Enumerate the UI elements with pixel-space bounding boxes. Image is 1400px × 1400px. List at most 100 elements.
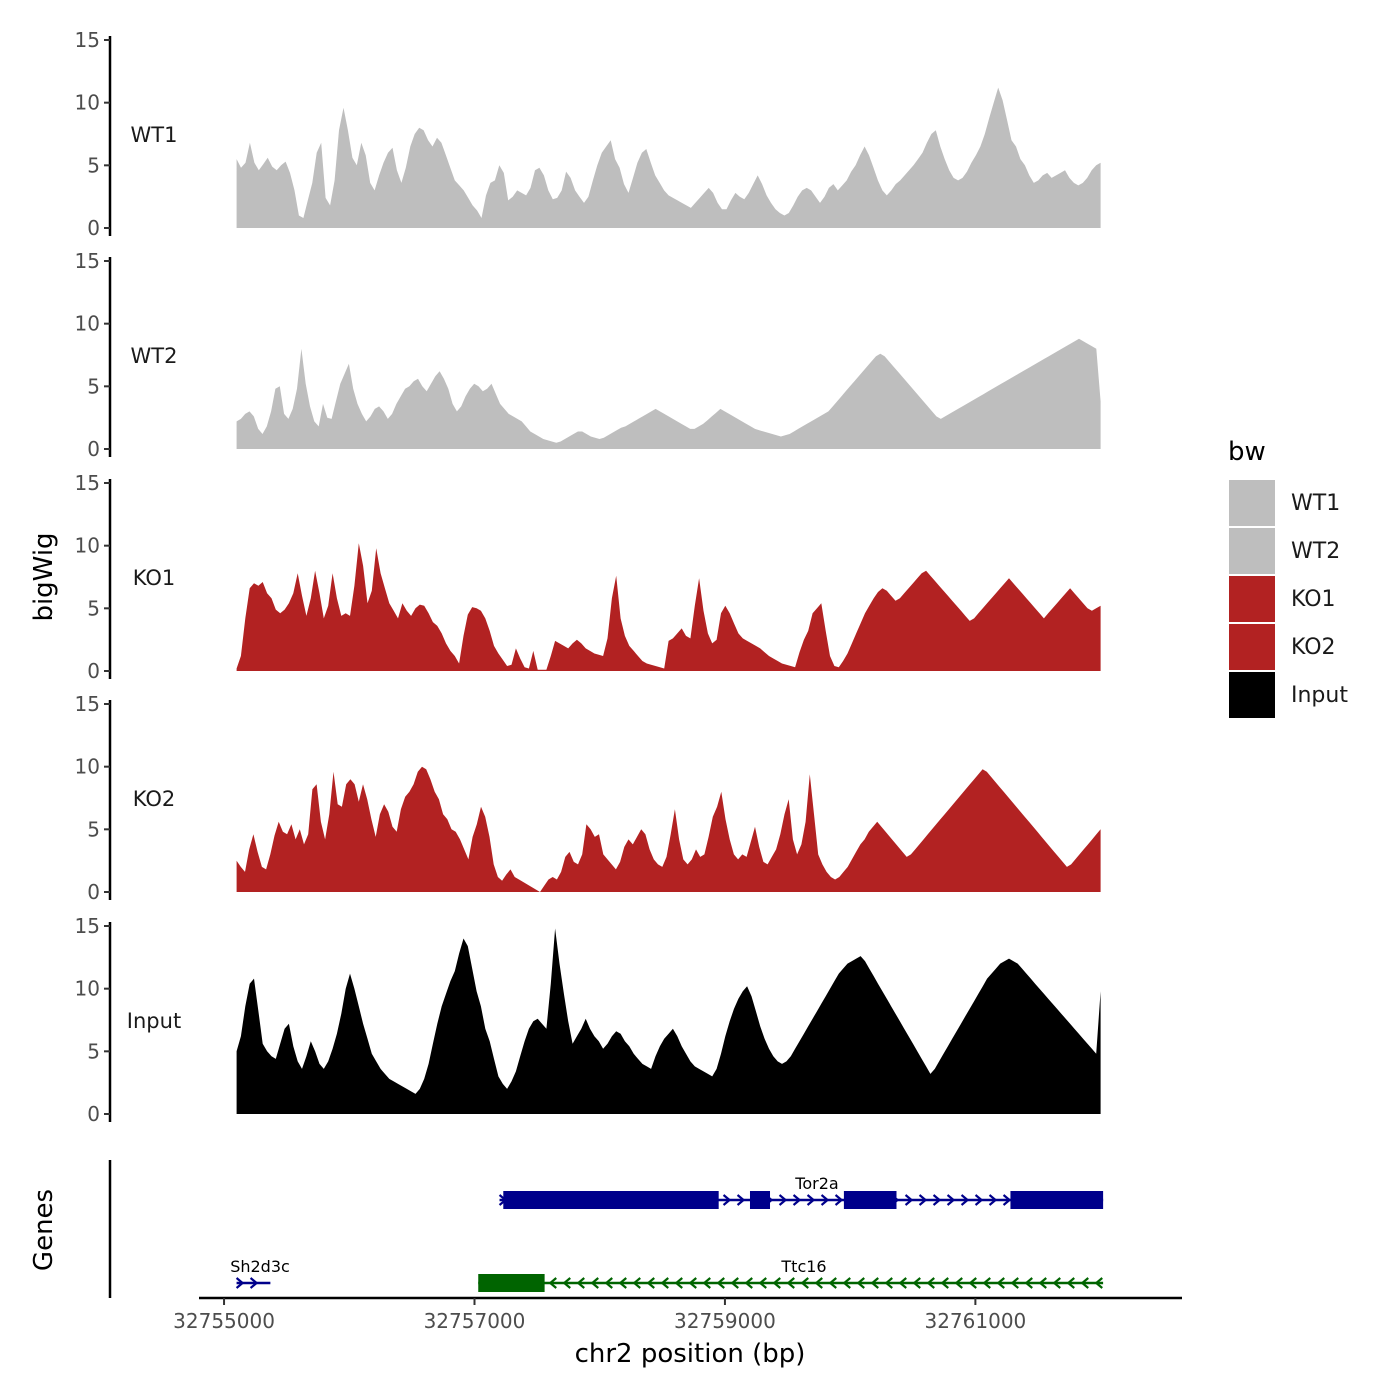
track-label-ko1: KO1 <box>133 566 176 590</box>
y-tick-label: 0 <box>87 880 100 904</box>
x-axis-title: chr2 position (bp) <box>575 1339 806 1369</box>
strand-chevron <box>604 1277 613 1289</box>
y-tick-label: 0 <box>87 1102 100 1126</box>
strand-chevron <box>1052 1277 1061 1289</box>
strand-chevron <box>1010 1277 1019 1289</box>
gene-label-tor2a: Tor2a <box>794 1174 838 1193</box>
y-tick-label: 5 <box>87 374 100 398</box>
legend-label-ko2: KO2 <box>1291 635 1336 660</box>
strand-chevron <box>1024 1277 1033 1289</box>
strand-chevron <box>660 1277 669 1289</box>
exon <box>503 1191 719 1209</box>
strand-chevron <box>988 1194 998 1206</box>
y-tick-label: 10 <box>75 312 100 336</box>
strand-chevron <box>932 1194 942 1206</box>
strand-chevron <box>820 1194 830 1206</box>
bigwig-tracks: 0 5 10 15 0 5 10 15 0 5 10 15 0 5 10 15 0 5 10 15 <box>75 28 1101 1126</box>
y-tick-label: 5 <box>87 596 100 620</box>
y-tick-label: 0 <box>87 216 100 240</box>
strand-chevron <box>744 1277 753 1289</box>
y-axis-title: bigWig <box>29 532 59 621</box>
strand-chevron <box>674 1277 683 1289</box>
strand-chevron <box>632 1277 641 1289</box>
track-label-input: Input <box>127 1009 181 1033</box>
strand-chevron <box>918 1194 928 1206</box>
legend-label-input: Input <box>1291 683 1348 708</box>
strand-chevron <box>1038 1277 1047 1289</box>
strand-chevron <box>1080 1277 1089 1289</box>
track-wt1: 0 5 10 15 <box>75 28 1101 240</box>
track-label-wt2: WT2 <box>131 344 178 368</box>
strand-chevron <box>842 1277 851 1289</box>
strand-chevron <box>548 1277 557 1289</box>
strand-chevron <box>688 1277 697 1289</box>
legend-label-wt1: WT1 <box>1291 491 1340 516</box>
x-tick-label: 32755000 <box>173 1309 275 1333</box>
strand-chevron <box>954 1277 963 1289</box>
gene-ttc16: Ttc16 <box>478 1257 1104 1292</box>
strand-chevron <box>730 1277 739 1289</box>
track-ko2: 0 5 10 15 <box>75 692 1101 904</box>
strand-chevron <box>960 1194 970 1206</box>
track-input: 0 5 10 15 <box>75 914 1101 1126</box>
gene-panel: Tor2a Sh2d3c Ttc16 <box>108 1160 1104 1298</box>
y-tick-label: 0 <box>87 659 100 683</box>
gene-label-sh2d3c: Sh2d3c <box>230 1257 290 1276</box>
y-tick-label: 5 <box>87 1039 100 1063</box>
area-ko1 <box>236 543 1101 671</box>
strand-chevron <box>778 1194 788 1206</box>
strand-chevron <box>974 1194 984 1206</box>
area-input <box>236 928 1101 1114</box>
strand-chevron <box>722 1194 732 1206</box>
strand-chevron <box>834 1194 844 1206</box>
y-tick-label: 15 <box>75 914 100 938</box>
strand-chevron <box>562 1277 571 1289</box>
strand-chevron <box>702 1277 711 1289</box>
strand-chevron <box>618 1277 627 1289</box>
legend-label-wt2: WT2 <box>1291 539 1340 564</box>
strand-chevron <box>1094 1277 1103 1289</box>
y-tick-label: 10 <box>75 755 100 779</box>
gene-tor2a: Tor2a <box>498 1174 1104 1209</box>
y-tick-label: 15 <box>75 692 100 716</box>
strand-chevron <box>590 1277 599 1289</box>
strand-chevron <box>576 1277 585 1289</box>
strand-chevron <box>912 1277 921 1289</box>
x-tick-label: 32759000 <box>674 1309 776 1333</box>
strand-chevron <box>786 1277 795 1289</box>
strand-chevron <box>828 1277 837 1289</box>
legend: bw WT1 WT2 KO1 KO2 Input <box>1228 437 1348 718</box>
strand-chevron <box>898 1277 907 1289</box>
strand-chevron <box>758 1277 767 1289</box>
gene-label-ttc16: Ttc16 <box>780 1257 826 1276</box>
strand-chevron <box>926 1277 935 1289</box>
strand-chevron <box>968 1277 977 1289</box>
strand-chevron <box>792 1194 802 1206</box>
y-tick-label: 15 <box>75 28 100 52</box>
strand-chevron <box>814 1277 823 1289</box>
legend-swatch-ko1 <box>1229 576 1275 622</box>
strand-chevron <box>1066 1277 1075 1289</box>
strand-chevron <box>946 1194 956 1206</box>
exon <box>843 1191 897 1209</box>
legend-swatch-ko2 <box>1229 624 1275 670</box>
y-tick-label: 0 <box>87 437 100 461</box>
legend-swatch-input <box>1229 672 1275 718</box>
legend-swatch-wt1 <box>1229 480 1275 526</box>
strand-chevron <box>806 1194 816 1206</box>
strand-chevron <box>736 1194 746 1206</box>
strand-chevron <box>646 1277 655 1289</box>
strand-chevron <box>1002 1194 1012 1206</box>
y-tick-label: 15 <box>75 249 100 273</box>
strand-chevron <box>904 1194 914 1206</box>
x-tick-label: 32761000 <box>924 1309 1026 1333</box>
strand-chevron <box>235 1277 245 1289</box>
exon <box>1010 1191 1104 1209</box>
legend-title: bw <box>1228 437 1266 467</box>
legend-label-ko1: KO1 <box>1291 587 1336 612</box>
x-tick-label: 32757000 <box>424 1309 526 1333</box>
y-tick-label: 5 <box>87 817 100 841</box>
strand-chevron <box>249 1277 259 1289</box>
exon <box>749 1191 771 1209</box>
